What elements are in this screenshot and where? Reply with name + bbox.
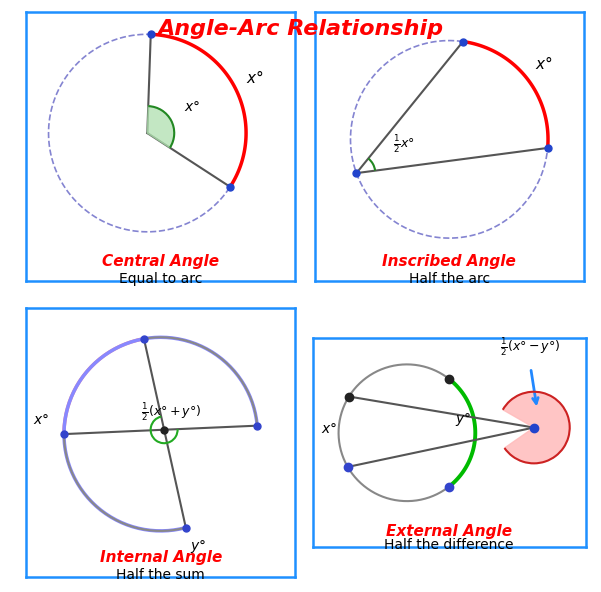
Text: $\frac{1}{2}(x°+y°)$: $\frac{1}{2}(x°+y°)$	[141, 401, 201, 423]
Text: Half the arc: Half the arc	[409, 272, 490, 287]
Text: Half the sum: Half the sum	[117, 568, 205, 582]
Text: Half the difference: Half the difference	[385, 538, 514, 552]
Text: External Angle: External Angle	[386, 525, 512, 539]
Text: $x°$: $x°$	[184, 100, 200, 114]
Text: $x°$: $x°$	[32, 413, 49, 427]
Text: $x°$: $x°$	[535, 56, 553, 72]
Text: Inscribed Angle: Inscribed Angle	[382, 254, 516, 269]
Text: Angle-Arc Relationship: Angle-Arc Relationship	[157, 19, 444, 39]
Text: $x°$: $x°$	[246, 69, 264, 86]
Text: Equal to arc: Equal to arc	[119, 272, 203, 287]
Text: $x°$: $x°$	[321, 423, 337, 436]
Wedge shape	[503, 392, 570, 464]
Wedge shape	[147, 106, 174, 148]
Text: $\frac{1}{2}(x°-y°)$: $\frac{1}{2}(x°-y°)$	[501, 336, 561, 358]
Text: Central Angle: Central Angle	[102, 254, 219, 269]
Text: Internal Angle: Internal Angle	[100, 551, 222, 565]
Text: $y°$: $y°$	[190, 538, 206, 555]
Text: $\frac{1}{2}x°$: $\frac{1}{2}x°$	[392, 133, 414, 155]
Text: $y°$: $y°$	[456, 411, 472, 428]
